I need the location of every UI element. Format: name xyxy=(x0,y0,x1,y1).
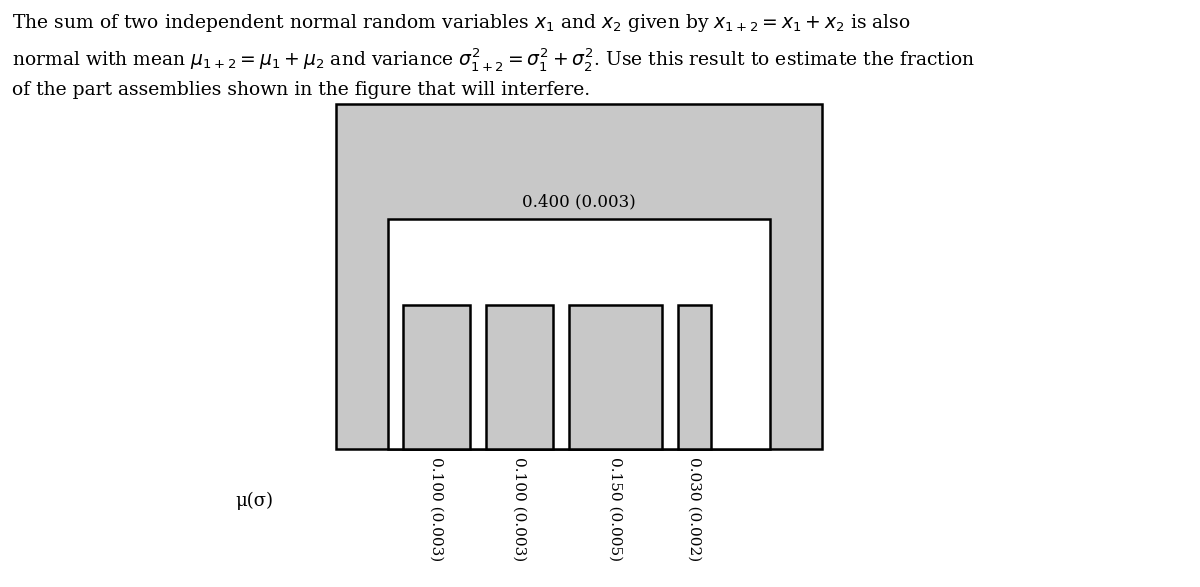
Text: 0.400 (0.003): 0.400 (0.003) xyxy=(522,193,636,210)
Text: 0.100 (0.003): 0.100 (0.003) xyxy=(430,457,443,562)
Text: 0.030 (0.002): 0.030 (0.002) xyxy=(688,457,702,562)
Text: of the part assemblies shown in the figure that will interfere.: of the part assemblies shown in the figu… xyxy=(12,80,589,99)
Text: 0.100 (0.003): 0.100 (0.003) xyxy=(512,457,527,562)
Text: 0.150 (0.005): 0.150 (0.005) xyxy=(608,457,623,562)
Bar xyxy=(336,103,822,449)
Bar xyxy=(486,305,553,449)
Text: normal with mean $\mu_{1+2} = \mu_1 + \mu_2$ and variance $\sigma^2_{1+2} = \sig: normal with mean $\mu_{1+2} = \mu_1 + \m… xyxy=(12,46,974,73)
Bar xyxy=(403,305,470,449)
Bar xyxy=(388,218,769,449)
Bar xyxy=(678,305,710,449)
Text: The sum of two independent normal random variables $x_1$ and $x_2$ given by $x_{: The sum of two independent normal random… xyxy=(12,12,911,33)
Text: μ(σ): μ(σ) xyxy=(235,491,274,510)
Bar xyxy=(570,305,662,449)
